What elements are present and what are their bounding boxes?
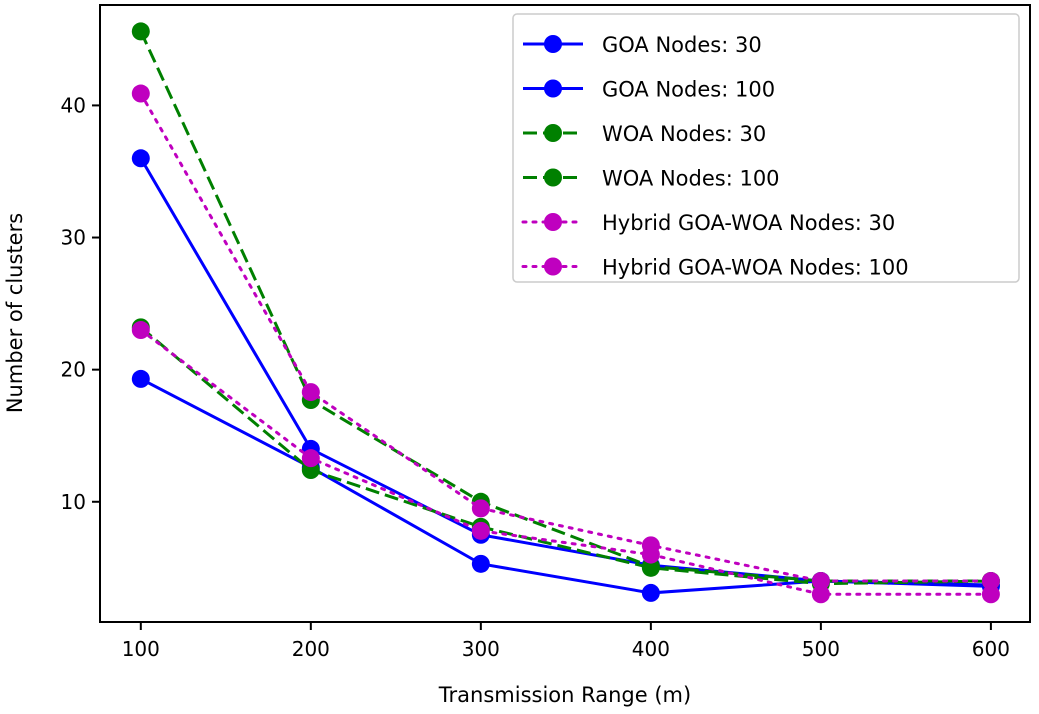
y-axis-label: Number of clusters (3, 213, 27, 413)
data-point (981, 585, 1000, 604)
series-line (139, 30, 991, 583)
legend-entry: Hybrid GOA-WOA Nodes: 30 (521, 211, 895, 235)
x-tick-label: 400 (632, 637, 670, 661)
legend-entry: GOA Nodes: 100 (523, 78, 775, 102)
legend-marker (544, 257, 562, 276)
legend-label: GOA Nodes: 30 (602, 33, 762, 57)
legend: GOA Nodes: 30 GOA Nodes: 100 WOA Nodes: 30… (512, 13, 1020, 283)
data-point (811, 585, 830, 604)
data-point (131, 321, 150, 340)
data-point (471, 521, 490, 540)
legend-marker (544, 124, 562, 142)
x-tick-label: 500 (802, 637, 840, 661)
data-point (301, 449, 320, 468)
data-point (301, 383, 320, 402)
data-point (471, 499, 490, 518)
x-tick-label: 100 (122, 637, 160, 661)
legend-label: WOA Nodes: 30 (602, 122, 766, 146)
data-point (131, 22, 150, 41)
series-lines (131, 22, 1000, 604)
data-point (131, 149, 150, 168)
legend-marker (544, 79, 562, 98)
legend-entry: GOA Nodes: 30 (523, 33, 762, 57)
series-2 (131, 318, 1000, 593)
data-point (471, 554, 490, 573)
series-line (139, 328, 993, 596)
y-tick-label: 30 (61, 226, 86, 250)
data-point (641, 536, 660, 555)
series-line (140, 377, 991, 595)
legend-label: GOA Nodes: 100 (602, 78, 775, 102)
legend-marker (544, 168, 562, 187)
plot-frame (99, 4, 1031, 623)
legend-entry: Hybrid GOA-WOA Nodes: 100 (521, 256, 909, 280)
legend-label: Hybrid GOA-WOA Nodes: 30 (602, 211, 895, 235)
x-axis: 100 200 300 400 500 600 (122, 622, 1010, 661)
legend-marker (544, 35, 562, 53)
legend-entry: WOA Nodes: 30 (523, 122, 766, 146)
legend-entry: WOA Nodes: 100 (523, 167, 780, 191)
x-axis-label: Transmission Range (m) (438, 683, 691, 707)
series-line (139, 326, 991, 586)
series-0 (131, 369, 1000, 602)
y-tick-label: 20 (61, 358, 86, 382)
y-tick-label: 40 (61, 93, 86, 117)
legend-label: Hybrid GOA-WOA Nodes: 100 (602, 256, 909, 280)
legend-label: WOA Nodes: 100 (602, 167, 780, 191)
y-axis: 10 20 30 40 (61, 93, 100, 514)
x-tick-label: 600 (972, 637, 1010, 661)
y-tick-label: 10 (61, 490, 86, 514)
data-point (641, 583, 660, 602)
series-5 (131, 84, 1000, 591)
legend-marker (544, 213, 562, 231)
data-point (131, 84, 150, 103)
x-tick-label: 200 (292, 637, 330, 661)
data-point (981, 572, 1000, 591)
data-point (811, 572, 830, 591)
x-tick-label: 300 (462, 637, 500, 661)
data-point (131, 369, 150, 388)
legend-box (512, 13, 1020, 283)
